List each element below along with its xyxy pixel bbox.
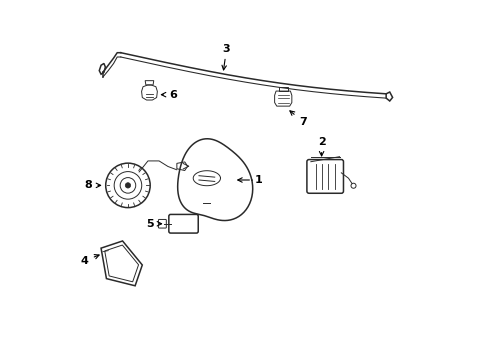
Text: 6: 6 bbox=[161, 90, 176, 100]
Circle shape bbox=[125, 183, 130, 188]
Text: 1: 1 bbox=[237, 175, 262, 185]
Text: 3: 3 bbox=[222, 44, 230, 70]
Text: 5: 5 bbox=[146, 219, 161, 229]
Text: 4: 4 bbox=[81, 255, 99, 266]
Text: 7: 7 bbox=[289, 111, 306, 127]
Text: 8: 8 bbox=[84, 180, 101, 190]
Text: 2: 2 bbox=[317, 137, 325, 156]
